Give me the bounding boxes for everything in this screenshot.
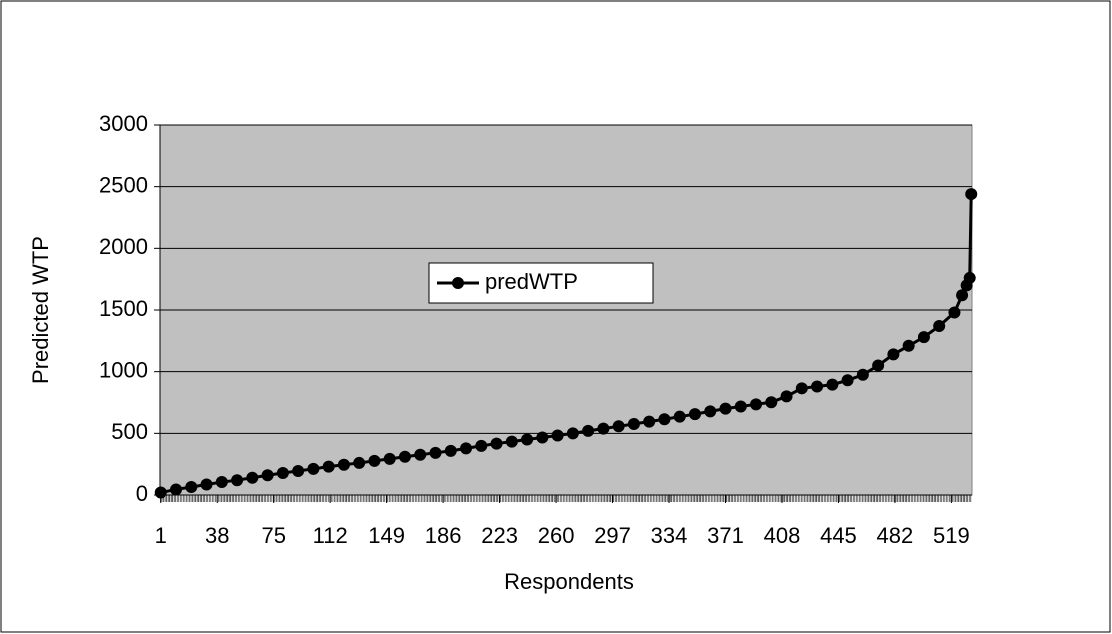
series-marker — [490, 437, 503, 450]
series-marker — [200, 478, 213, 491]
series-marker — [719, 402, 732, 415]
series-marker — [887, 348, 900, 361]
x-axis-label: Respondents — [504, 569, 634, 594]
series-marker — [673, 410, 686, 423]
x-tick-label: 408 — [764, 523, 801, 548]
series-marker — [154, 486, 167, 499]
series-marker — [215, 476, 228, 489]
series-marker — [566, 427, 579, 440]
series-marker — [337, 458, 350, 471]
x-tick-label: 297 — [594, 523, 631, 548]
series-marker — [276, 467, 289, 480]
y-tick-label: 1500 — [99, 296, 148, 321]
series-marker — [826, 378, 839, 391]
legend-label: predWTP — [485, 269, 578, 294]
series-marker — [246, 471, 259, 484]
x-tick-label: 1 — [155, 523, 167, 548]
series-marker — [170, 483, 183, 496]
x-tick-label: 334 — [651, 523, 688, 548]
series-marker — [780, 390, 793, 403]
series-marker — [597, 422, 610, 435]
series-marker — [811, 380, 824, 393]
y-tick-label: 0 — [136, 481, 148, 506]
series-marker — [963, 271, 976, 284]
series-marker — [795, 382, 808, 395]
series-marker — [948, 306, 961, 319]
series-marker — [261, 469, 274, 482]
y-tick-label: 2000 — [99, 234, 148, 259]
series-marker — [688, 408, 701, 421]
series-marker — [734, 400, 747, 413]
series-marker — [917, 331, 930, 344]
series-marker — [582, 424, 595, 437]
series-marker — [307, 462, 320, 475]
series-marker — [353, 456, 366, 469]
x-tick-label: 149 — [368, 523, 405, 548]
series-marker — [956, 289, 969, 302]
series-marker — [368, 454, 381, 467]
series-marker — [231, 474, 244, 487]
x-tick-label: 445 — [820, 523, 857, 548]
series-marker — [750, 398, 763, 411]
series-marker — [965, 188, 978, 201]
series-marker — [322, 460, 335, 473]
x-tick-label: 186 — [425, 523, 462, 548]
series-marker — [627, 417, 640, 430]
y-tick-label: 1000 — [99, 357, 148, 382]
series-marker — [383, 452, 396, 465]
y-tick-label: 2500 — [99, 172, 148, 197]
series-marker — [658, 413, 671, 426]
series-marker — [902, 339, 915, 352]
series-marker — [551, 429, 564, 442]
series-marker — [521, 433, 534, 446]
x-tick-label: 223 — [481, 523, 518, 548]
series-marker — [460, 442, 473, 455]
y-axis-label: Predicted WTP — [28, 236, 53, 384]
series-marker — [414, 448, 427, 461]
x-tick-label: 482 — [877, 523, 914, 548]
series-marker — [536, 431, 549, 444]
y-tick-label: 500 — [111, 419, 148, 444]
series-marker — [856, 368, 869, 381]
series-marker — [292, 464, 305, 477]
x-tick-label: 519 — [933, 523, 970, 548]
x-tick-label: 260 — [538, 523, 575, 548]
x-tick-label: 75 — [261, 523, 285, 548]
series-marker — [643, 415, 656, 428]
series-marker — [765, 396, 778, 409]
series-marker — [704, 405, 717, 418]
x-tick-label: 112 — [313, 523, 348, 548]
y-tick-label: 3000 — [99, 111, 148, 136]
series-marker — [872, 359, 885, 372]
series-marker — [505, 435, 518, 448]
series-marker — [444, 444, 457, 457]
legend: predWTP — [428, 262, 654, 304]
legend-marker — [452, 277, 464, 289]
series-marker — [475, 439, 488, 452]
series-marker — [429, 446, 442, 459]
series-marker — [398, 450, 411, 463]
series-marker — [841, 374, 854, 387]
series-marker — [933, 320, 946, 333]
x-tick-label: 371 — [707, 523, 744, 548]
x-tick-label: 38 — [205, 523, 229, 548]
series-marker — [185, 480, 198, 493]
x-minor-ticks — [160, 495, 972, 502]
series-marker — [612, 420, 625, 433]
